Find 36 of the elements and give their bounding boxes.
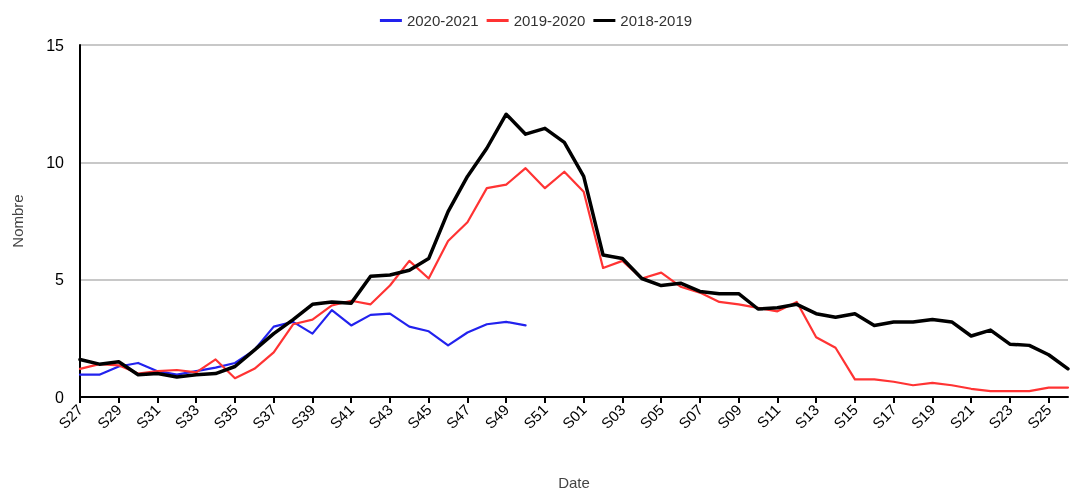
y-tick-label: 5 [55,271,65,289]
x-tick-label: S33 [171,400,203,432]
legend-label: 2018-2019 [620,12,693,29]
x-tick-label: S39 [287,400,319,432]
x-tick-label: S17 [868,400,900,432]
x-tick-label: S45 [403,400,435,432]
x-tick-label: S41 [326,400,358,432]
y-tick-label: 15 [46,36,65,54]
x-tick-label: S19 [907,400,939,432]
x-tick-label: S31 [132,400,164,432]
x-tick-label: S13 [791,400,823,432]
x-tick-label: S47 [442,400,474,432]
legend-label: 2019-2020 [513,12,586,29]
x-tick-label: S23 [985,400,1016,432]
y-axis-title: Nombre [9,194,26,248]
x-tick-label: S09 [713,400,745,432]
y-tick-label: 0 [55,388,65,406]
line-series [78,167,1070,393]
x-tick-label: S07 [675,400,706,432]
legend-label: 2020-2021 [406,12,479,29]
x-tick-label: S01 [558,400,590,432]
x-tick-label: S15 [830,400,861,432]
x-tick-label: S25 [1023,400,1055,432]
x-tick-label: S21 [946,400,978,432]
x-tick-label: S51 [520,400,551,432]
line-series [78,309,527,376]
x-tick-label: S49 [481,400,513,432]
x-tick-label: S35 [210,400,241,432]
x-tick-label: S29 [93,400,125,432]
x-tick-label: S03 [597,400,629,432]
x-tick-label: S43 [365,400,396,432]
x-tick-label: S37 [248,400,280,432]
y-tick-label: 10 [46,153,65,171]
x-tick-label: S05 [636,400,668,432]
x-axis-title: Date [558,474,590,491]
x-tick-label: S11 [753,400,784,432]
